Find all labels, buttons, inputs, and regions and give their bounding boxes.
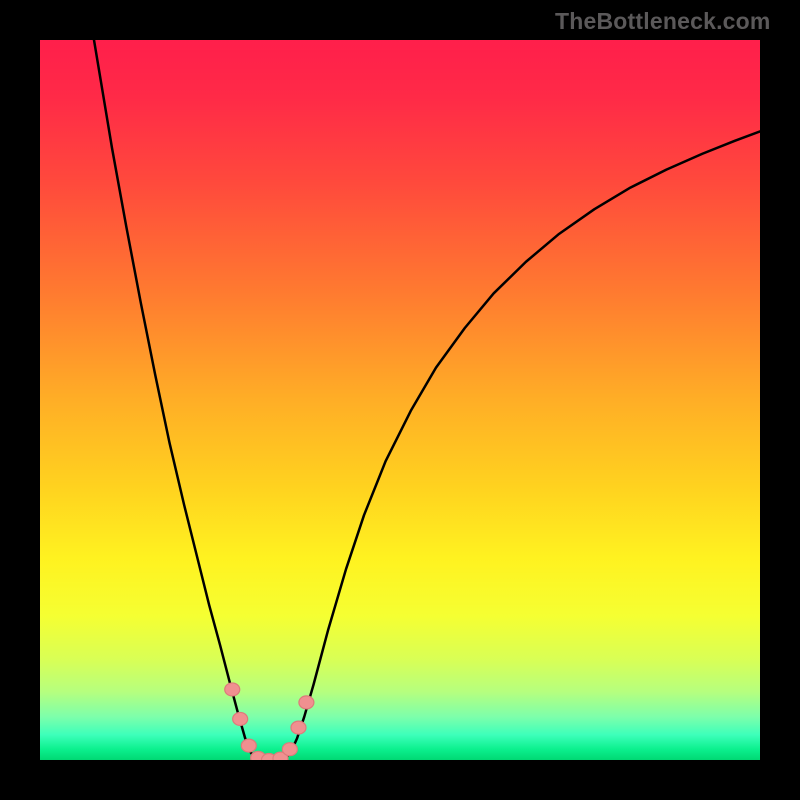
curve-marker <box>225 683 240 696</box>
curve-marker <box>241 739 256 752</box>
curve-marker <box>291 721 306 734</box>
watermark-text: TheBottleneck.com <box>555 8 771 35</box>
curve-marker <box>282 743 297 756</box>
curve-marker <box>233 712 248 725</box>
chart-svg <box>40 40 760 760</box>
curve-marker <box>299 696 314 709</box>
plot-area <box>40 40 760 760</box>
gradient-background <box>40 40 760 760</box>
